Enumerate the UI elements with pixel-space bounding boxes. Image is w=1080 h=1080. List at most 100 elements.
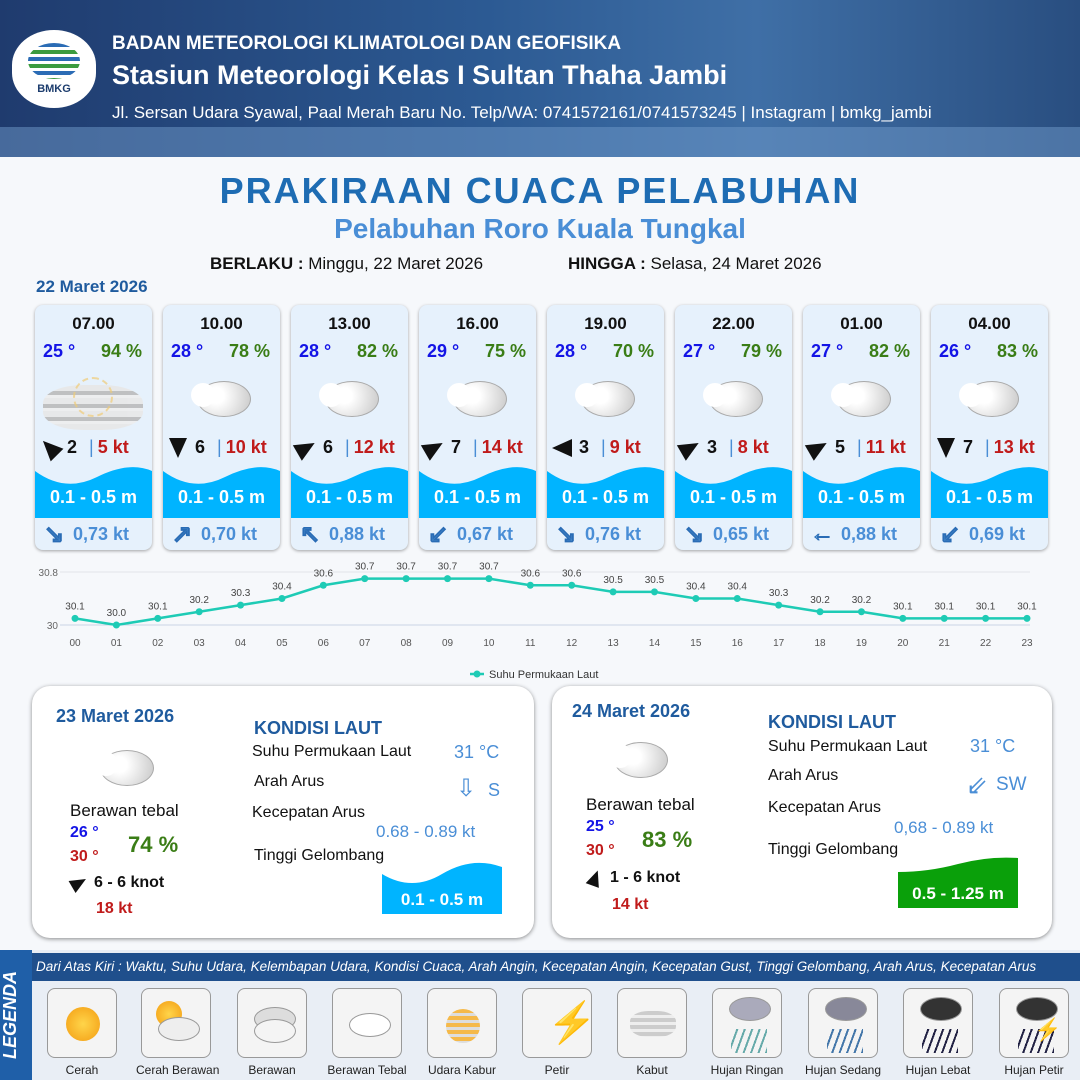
sst-value: 31 °C: [454, 742, 500, 762]
data-label: 30.1: [1017, 601, 1037, 612]
berawan-tebal-icon: [831, 375, 893, 417]
forecast-card: 04.00 26 ° 83 % 7 | 13 kt 0.1 - 0.5 m ↙ 0,6…: [931, 305, 1048, 550]
data-point: [526, 581, 534, 589]
current-arrow-icon: ←: [810, 520, 835, 548]
card-current: ↘ 0,76 kt: [547, 518, 664, 550]
x-tick-label: 01: [111, 638, 123, 649]
y-tick-label: 30.8: [39, 568, 59, 579]
legend-marker: [473, 670, 481, 678]
data-label: 30.6: [521, 568, 541, 579]
berawan-tebal-icon: [959, 375, 1021, 417]
data-point: [982, 614, 990, 622]
card-current: ↘ 0,73 kt: [35, 518, 152, 550]
current-arrow-icon: ⇙: [966, 770, 988, 800]
data-point: [71, 614, 79, 622]
legend-icon: [427, 988, 497, 1058]
card-wind: 2 | 5 kt: [36, 434, 149, 461]
data-point: [195, 608, 203, 616]
legend-label: Hujan Sedang: [804, 1063, 882, 1077]
legend-label: Cerah: [65, 1063, 99, 1077]
forecast-card: 13.00 28 ° 82 % 6 | 12 kt 0.1 - 0.5 m ↖ 0,8…: [291, 305, 408, 550]
wave-height: 0.1 - 0.5 m: [49, 487, 138, 507]
data-point: [154, 614, 162, 622]
legend-icon: [332, 988, 402, 1058]
legend-label: Udara Kabur: [427, 1063, 497, 1077]
legend-label: Petir: [544, 1063, 570, 1077]
card-time: 19.00: [584, 314, 627, 333]
data-point: [857, 608, 865, 616]
day2-weather: Berawan tebal: [70, 801, 179, 820]
gust-speed: 8 kt: [737, 437, 769, 457]
data-point: [402, 575, 410, 583]
berawan-tebal-icon: [319, 375, 381, 417]
station-address: Jl. Sersan Udara Syawal, Paal Merah Baru…: [112, 103, 932, 122]
data-point: [899, 614, 907, 622]
legend-item: Udara Kabur: [422, 988, 502, 1077]
wave-icon: [898, 857, 1018, 908]
legend-label: Hujan Lebat: [905, 1063, 971, 1077]
wave-height: 0.1 - 0.5 m: [305, 487, 394, 507]
x-tick-label: 16: [732, 638, 744, 649]
forecast-card: 07.00 25 ° 94 % 2 | 5 kt 0.1 - 0.5 m ↘ 0,73…: [35, 305, 152, 550]
card-current: ← 0,88 kt: [803, 518, 920, 550]
berawan-tebal-icon: [703, 375, 765, 417]
card-temp: 28 °: [555, 341, 588, 361]
wave-height: 0.1 - 0.5 m: [177, 487, 266, 507]
gust-speed: 13 kt: [993, 437, 1035, 457]
data-label: 30.7: [396, 562, 416, 573]
x-tick-label: 23: [1021, 638, 1033, 649]
x-tick-label: 17: [773, 638, 785, 649]
current-arrow-icon: ↘: [43, 520, 65, 548]
berawan-tebal-icon: [447, 375, 509, 417]
wind-speed: 7: [451, 437, 462, 457]
forecast-card: 16.00 29 ° 75 % 7 | 14 kt 0.1 - 0.5 m ↙ 0,6…: [419, 305, 536, 550]
card-wind: 3 | 8 kt: [676, 434, 789, 461]
bmkg-logo: BMKG: [12, 30, 96, 108]
current-arrow-icon: ↙: [939, 520, 961, 548]
current-speed: 0,73 kt: [73, 523, 130, 544]
gust-speed: 12 kt: [353, 437, 395, 457]
wave-label: Tinggi Gelombang: [768, 841, 899, 858]
wave-icon: 0.1 - 0.5 m: [803, 463, 920, 518]
forecast-card: 19.00 28 ° 70 % 3 | 9 kt 0.1 - 0.5 m ↘ 0,76…: [547, 305, 664, 550]
wind-arrow-icon: [169, 437, 187, 458]
current-arrow-icon: ⇩: [456, 775, 477, 802]
legend-label: Berawan Tebal: [327, 1063, 407, 1077]
data-label: 30.4: [728, 582, 748, 593]
legend-title: LEGENDA: [0, 950, 32, 1080]
legend-icon: [712, 988, 782, 1058]
data-label: 30.6: [314, 568, 334, 579]
current-speed: 0,65 kt: [713, 523, 770, 544]
x-tick-label: 00: [69, 638, 81, 649]
valid-to: HINGGA : Selasa, 24 Maret 2026: [568, 254, 822, 273]
legend-description: Dari Atas Kiri : Waktu, Suhu Udara, Kele…: [32, 953, 1080, 981]
legend-item: Cerah Berawan: [136, 988, 219, 1077]
gust-speed: 11 kt: [865, 437, 906, 457]
legend-icon: [141, 988, 211, 1058]
wind-speed: 5: [835, 437, 846, 457]
data-point: [112, 621, 120, 629]
card-humidity: 94 %: [100, 341, 142, 361]
day2-humidity: 74 %: [128, 832, 179, 857]
data-point: [361, 575, 369, 583]
legend-icon: ⚡: [522, 988, 592, 1058]
wave-height: 0.1 - 0.5 m: [689, 487, 778, 507]
x-tick-label: 06: [318, 638, 330, 649]
current-speed: 0,88 kt: [329, 523, 386, 544]
wind-arrow-icon: [420, 434, 448, 461]
data-label: 30.1: [976, 601, 996, 612]
data-point: [1023, 614, 1031, 622]
data-label: 30.4: [272, 582, 292, 593]
day3-date: 24 Maret 2026: [572, 701, 691, 721]
card-humidity: 70 %: [612, 341, 654, 361]
data-label: 30.5: [645, 575, 665, 586]
card-temp: 29 °: [427, 341, 460, 361]
data-point: [775, 601, 783, 609]
current-speed-label: Kecepatan Arus: [252, 804, 365, 821]
legend-item: Hujan Lebat: [898, 988, 978, 1077]
wave-icon: 0.1 - 0.5 m: [291, 463, 408, 518]
data-point: [609, 588, 617, 596]
card-temp: 27 °: [683, 341, 716, 361]
card-current: ↘ 0,65 kt: [675, 518, 792, 550]
card-time: 13.00: [328, 314, 371, 333]
